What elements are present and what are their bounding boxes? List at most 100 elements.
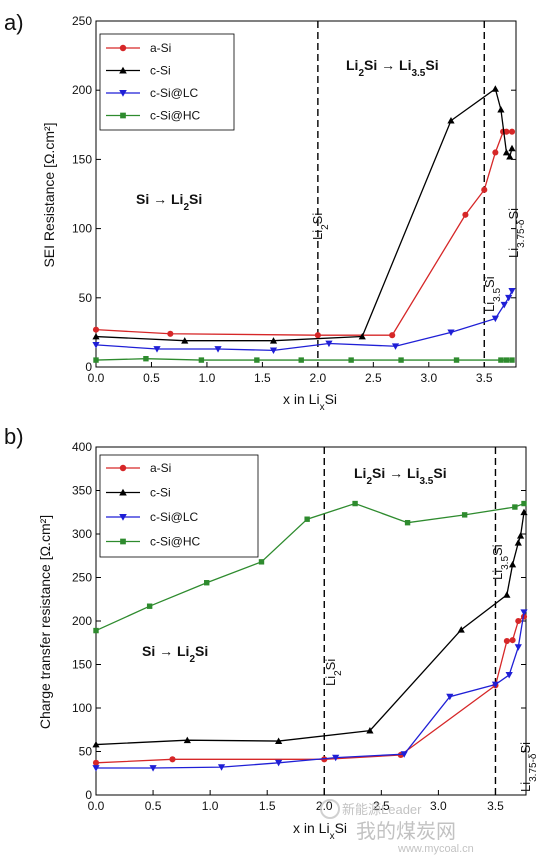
x-tick-label: 2.5 <box>373 799 390 813</box>
panel-b-region2-label: Li2Si → Li3.5Si <box>354 465 447 487</box>
y-tick-label: 200 <box>72 614 92 628</box>
x-tick-label: 1.0 <box>202 799 219 813</box>
panel-b-y-axis-title: Charge transfer resistance [Ω.cm²] <box>37 515 53 729</box>
y-tick-label: 100 <box>72 701 92 715</box>
legend-marker-c-Si <box>119 66 127 74</box>
data-point-c-Si@HC <box>198 357 205 363</box>
panel-b-legend: a-Si c-Si c-Si@LC c-Si@HC <box>99 454 259 558</box>
data-point-c-Si <box>269 337 278 344</box>
data-point-c-Si@LC <box>214 346 222 353</box>
data-point-c-Si@LC <box>92 765 100 772</box>
panel-b-series <box>92 500 528 772</box>
data-point-c-Si@LC <box>505 294 513 302</box>
y-tick-label: 100 <box>72 222 92 236</box>
data-point-c-Si@HC <box>503 357 510 363</box>
data-point-a-Si <box>389 332 396 339</box>
data-point-c-Si@HC <box>143 355 149 362</box>
x-tick-label: 0.0 <box>88 371 105 385</box>
watermark-line1: 新能源Leader <box>342 802 422 817</box>
data-point-c-Si@LC <box>217 764 226 771</box>
y-tick-label: 50 <box>79 745 93 759</box>
data-point-c-Si@LC <box>514 644 522 651</box>
data-point-c-Si@HC <box>258 559 265 565</box>
legend-label: a-Si <box>150 41 171 55</box>
panel-a-vline1-label: Li2Si <box>310 213 331 240</box>
legend-label: c-Si@HC <box>150 535 201 549</box>
watermark-line2: 我的煤炭网 <box>356 820 456 843</box>
panel-b-vline2-label: Li3.5Si <box>490 544 511 580</box>
data-point-a-Si <box>92 326 100 333</box>
data-point-c-Si@HC <box>146 603 153 609</box>
data-point-a-Si <box>492 149 499 156</box>
data-point-c-Si@HC <box>512 504 518 510</box>
data-point-c-Si@HC <box>352 500 358 507</box>
data-point-c-Si@HC <box>298 357 304 363</box>
data-point-c-Si@HC <box>398 357 404 363</box>
data-point-c-Si@HC <box>304 516 310 522</box>
data-point-c-Si <box>183 736 191 744</box>
panel-a: a) 0.0 0.5 1.0 1.5 2.0 2.5 3.0 3.5 0 50 100 150 200 2… <box>4 10 527 413</box>
data-point-c-Si <box>457 626 465 633</box>
data-point-a-Si <box>167 330 174 337</box>
data-point-a-Si <box>314 332 321 339</box>
panel-a-ticks: 0.0 0.5 1.0 1.5 2.0 2.5 3.0 3.5 0 50 100 150 200 250 <box>72 14 516 385</box>
series-line-c-Si <box>95 512 525 746</box>
panel-a-label: a) <box>4 10 24 35</box>
data-point-c-Si@LC <box>491 315 499 323</box>
panel-a-series <box>92 85 516 363</box>
data-point-c-Si <box>508 560 517 568</box>
data-point-c-Si@LC <box>153 346 161 353</box>
watermark-line3: www.mycoal.cn <box>397 843 474 855</box>
panel-b-x-axis-title: x in LixSi <box>293 820 347 842</box>
x-tick-label: 1.0 <box>199 371 216 385</box>
y-tick-label: 200 <box>72 83 92 97</box>
data-point-c-Si@LC <box>520 609 528 616</box>
data-point-c-Si <box>358 332 366 340</box>
legend-label: a-Si <box>150 461 171 475</box>
data-point-c-Si@HC <box>93 357 99 363</box>
data-point-c-Si <box>508 144 516 152</box>
panel-a-region1-label: Si → Li2Si <box>136 191 202 213</box>
data-point-c-Si <box>181 337 189 344</box>
data-point-c-Si@LC <box>400 751 408 758</box>
data-point-c-Si@HC <box>404 519 411 526</box>
data-point-c-Si@HC <box>521 500 527 507</box>
panel-a-x-axis-title: x in LixSi <box>283 391 337 413</box>
data-point-c-Si@LC <box>275 759 283 767</box>
x-tick-label: 2.0 <box>310 371 327 385</box>
panel-b: b) 0.0 0.5 1.0 1.5 2.0 2.5 3.0 3.50501001502002… <box>4 424 539 842</box>
watermark-logo-icon <box>320 799 340 819</box>
panel-a-vline2-label: Li3.5Si <box>482 276 503 312</box>
data-point-c-Si <box>366 727 374 734</box>
data-point-c-Si@LC <box>149 765 157 772</box>
data-point-c-Si@LC <box>446 693 454 701</box>
data-point-a-Si <box>169 756 176 763</box>
panel-b-ticks: 0.0 0.5 1.0 1.5 2.0 2.5 3.0 3.50501001502002503… <box>72 440 526 813</box>
panel-a-region2-label: Li2Si → Li3.5Si <box>346 57 439 79</box>
data-point-c-Si@HC <box>498 357 504 363</box>
legend-label: c-Si <box>150 486 171 500</box>
legend-marker-c-Si@LC <box>119 89 127 97</box>
data-point-c-Si@LC <box>92 341 100 349</box>
panel-b-region1-label: Si → Li2Si <box>142 643 208 665</box>
data-point-c-Si <box>92 332 100 340</box>
y-tick-label: 50 <box>79 291 93 305</box>
panel-a-y-axis-title: SEI Resistance [Ω.cm²] <box>41 122 57 267</box>
data-point-a-Si <box>462 211 469 218</box>
data-point-c-Si@LC <box>391 343 400 350</box>
panel-b-legend-box <box>99 454 259 558</box>
data-point-c-Si <box>503 591 511 598</box>
data-point-c-Si <box>506 153 514 160</box>
panel-b-vlines <box>323 447 497 795</box>
data-point-a-Si <box>92 759 100 766</box>
series-line-c-Si@HC <box>95 502 525 632</box>
data-point-c-Si@LC <box>491 681 500 689</box>
legend-marker-c-Si@HC <box>120 538 126 545</box>
data-point-c-Si <box>491 85 499 92</box>
data-point-c-Si <box>447 117 455 124</box>
x-tick-label: 3.5 <box>476 371 493 385</box>
data-point-a-Si <box>481 186 488 193</box>
panel-a-legend-items: a-Si c-Si c-Si@LC c-Si@HC <box>106 41 201 123</box>
x-tick-label: 3.5 <box>487 799 504 813</box>
